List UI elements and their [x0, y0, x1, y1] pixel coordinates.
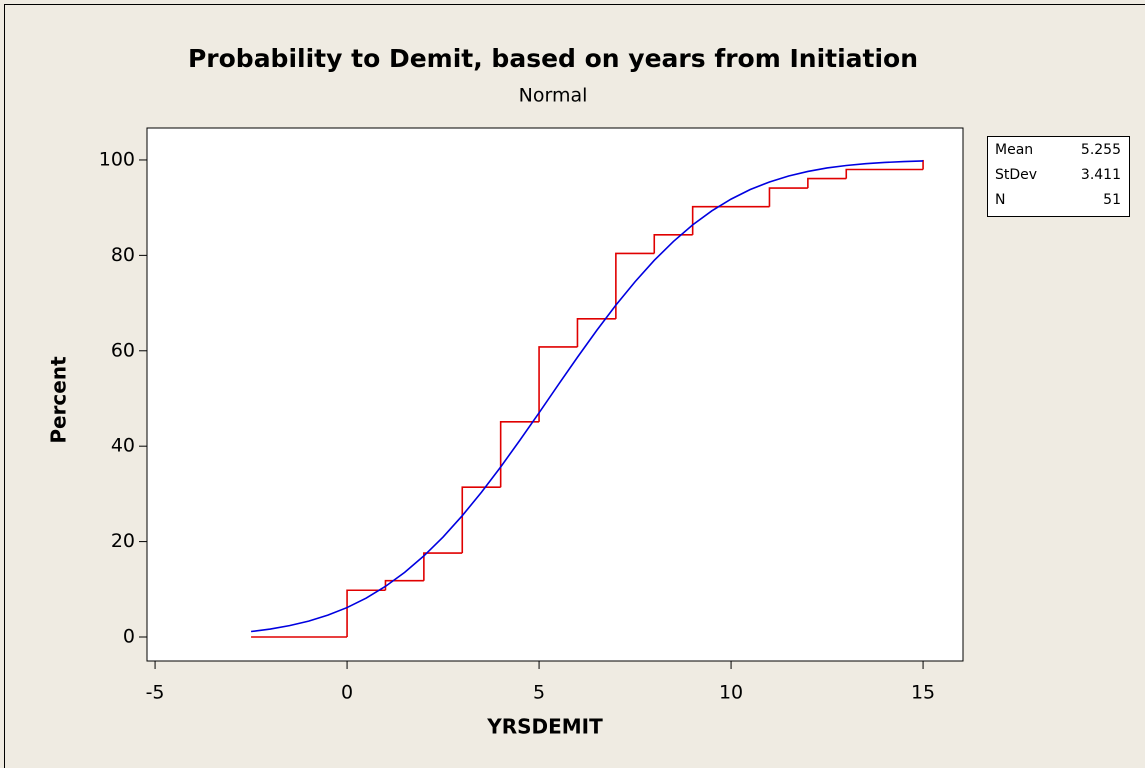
ecdf-step [807, 177, 847, 189]
ecdf-step [576, 318, 616, 347]
x-tick-label: 5 [533, 682, 545, 704]
ecdf-step [653, 234, 693, 254]
ecdf-step [615, 252, 655, 319]
ecdf-step [768, 187, 808, 207]
y-tick-label: 100 [99, 148, 135, 170]
y-tick-label: 20 [111, 530, 135, 552]
chart-subtitle: Normal [519, 85, 588, 107]
y-tick-label: 40 [111, 435, 135, 457]
fit-curve [250, 160, 924, 633]
y-axis-label: Percent [47, 356, 71, 444]
y-tick-label: 60 [111, 339, 135, 361]
stat-label: StDev [995, 167, 1037, 183]
stat-label: Mean [995, 142, 1033, 158]
plot-area [146, 127, 964, 662]
y-tick-label: 80 [111, 244, 135, 266]
y-tick-label: 0 [123, 626, 135, 648]
stat-value: 3.411 [1081, 167, 1121, 183]
chart-title: Probability to Demit, based on years fro… [188, 44, 918, 73]
x-tick-label: -5 [146, 682, 165, 704]
x-tick-label: 0 [341, 682, 353, 704]
ecdf-step [845, 168, 924, 179]
x-tick-label: 15 [911, 682, 935, 704]
ecdf-step [346, 589, 386, 638]
ecdf-step [461, 486, 501, 554]
stat-value: 51 [1103, 192, 1121, 208]
ecdf-step [423, 552, 463, 581]
x-axis-label: YRSDEMIT [486, 715, 603, 739]
stats-box [987, 136, 1130, 217]
stat-value: 5.255 [1081, 142, 1121, 158]
x-tick-label: 10 [719, 682, 743, 704]
ecdf-step [538, 346, 578, 422]
stat-label: N [995, 192, 1005, 208]
ecdf-step [499, 421, 540, 488]
